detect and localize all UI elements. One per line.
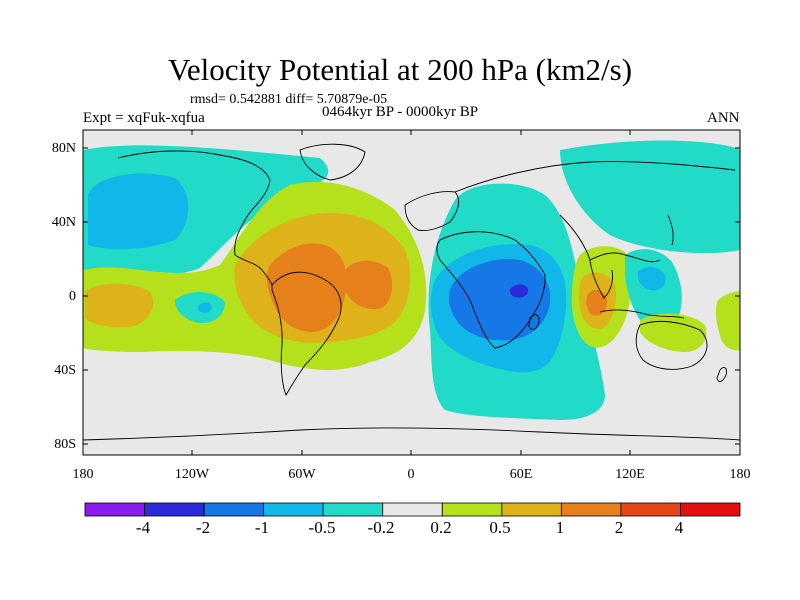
coast-japan (667, 214, 674, 246)
colorbar-label: -2 (195, 518, 211, 537)
experiment-label: Expt = xqFuk-xqfua (83, 110, 205, 126)
coast-europe (404, 191, 460, 231)
colorbar-swatch (322, 502, 384, 517)
colorbar-swatch (560, 502, 622, 517)
lon-label-180w: 180 (72, 467, 94, 482)
tick-marks (82, 130, 741, 455)
colorbar-label: 0.5 (489, 518, 511, 537)
lat-label-40n: 40N (51, 215, 76, 230)
colorbar-swatch (501, 502, 562, 517)
coast-africa (436, 231, 546, 349)
colorbar-label: -0.2 (367, 518, 395, 537)
colorbar-label: 0.2 (430, 518, 452, 537)
contour-africa-blue (448, 259, 551, 341)
map-title: Velocity Potential at 200 hPa (km2/s) (167, 52, 633, 87)
colorbar-swatch (84, 502, 145, 517)
colorbar-swatch (382, 502, 443, 517)
coast-south-america (271, 271, 342, 397)
contour-atlantic-orange-west (266, 243, 347, 332)
stats-subtitle: rmsd= 0.542881 diff= 5.70879e-05 (190, 92, 388, 107)
contour-tropical-pacific-blue (198, 302, 212, 313)
colorbar-swatch (680, 502, 741, 517)
colorbar-swatch (441, 502, 503, 517)
contour-field (83, 130, 740, 455)
coast-indochina (589, 259, 613, 299)
lon-label-180e: 180 (729, 467, 751, 482)
lon-label-60w: 60W (288, 467, 316, 482)
colorbar-label: 4 (674, 518, 684, 537)
contour-west-pacific-blue (637, 266, 666, 291)
contour-east-pacific-green (715, 291, 740, 351)
lon-label-120w: 120W (174, 467, 210, 482)
lon-label-60e: 60E (509, 467, 533, 482)
contour-maritime-orange (586, 289, 608, 316)
lat-label-80n: 80N (51, 141, 76, 156)
coast-australia (635, 320, 708, 370)
coast-indonesia (599, 309, 685, 319)
colorbar-label: -0.5 (308, 518, 336, 537)
coast-antarctica (83, 427, 740, 441)
colorbar (84, 502, 741, 517)
colorbar-swatch (620, 502, 681, 517)
contour-north-asia-cyan (560, 140, 740, 254)
coast-asia (454, 161, 736, 263)
coastlines (83, 143, 740, 441)
lon-label-0: 0 (407, 467, 415, 482)
lat-label-0: 0 (69, 289, 76, 304)
period-label: 0464kyr BP - 0000kyr BP (322, 104, 479, 120)
lon-label-120e: 120E (615, 467, 645, 482)
lat-label-40s: 40S (54, 363, 76, 378)
colorbar-swatch (263, 502, 324, 517)
contour-tropical-pacific-gold (85, 283, 154, 328)
contour-north-pacific-blue (88, 173, 189, 250)
contour-atlantic-orange-east (345, 260, 393, 310)
colorbar-label: 1 (555, 518, 565, 537)
contour-africa-darkblue (509, 284, 529, 298)
lat-label-80s: 80S (54, 437, 76, 452)
colorbar-swatch (144, 502, 205, 517)
colorbar-label: 2 (614, 518, 624, 537)
colorbar-label: -4 (135, 518, 151, 537)
contour-south-pacific-green (640, 313, 707, 352)
colorbar-swatch (203, 502, 265, 517)
season-label: ANN (707, 110, 740, 126)
coast-madagascar (528, 314, 540, 330)
coast-greenland (299, 143, 366, 181)
colorbar-label: -1 (254, 518, 270, 537)
coast-new-zealand (716, 367, 727, 382)
coast-north-america (117, 150, 273, 286)
